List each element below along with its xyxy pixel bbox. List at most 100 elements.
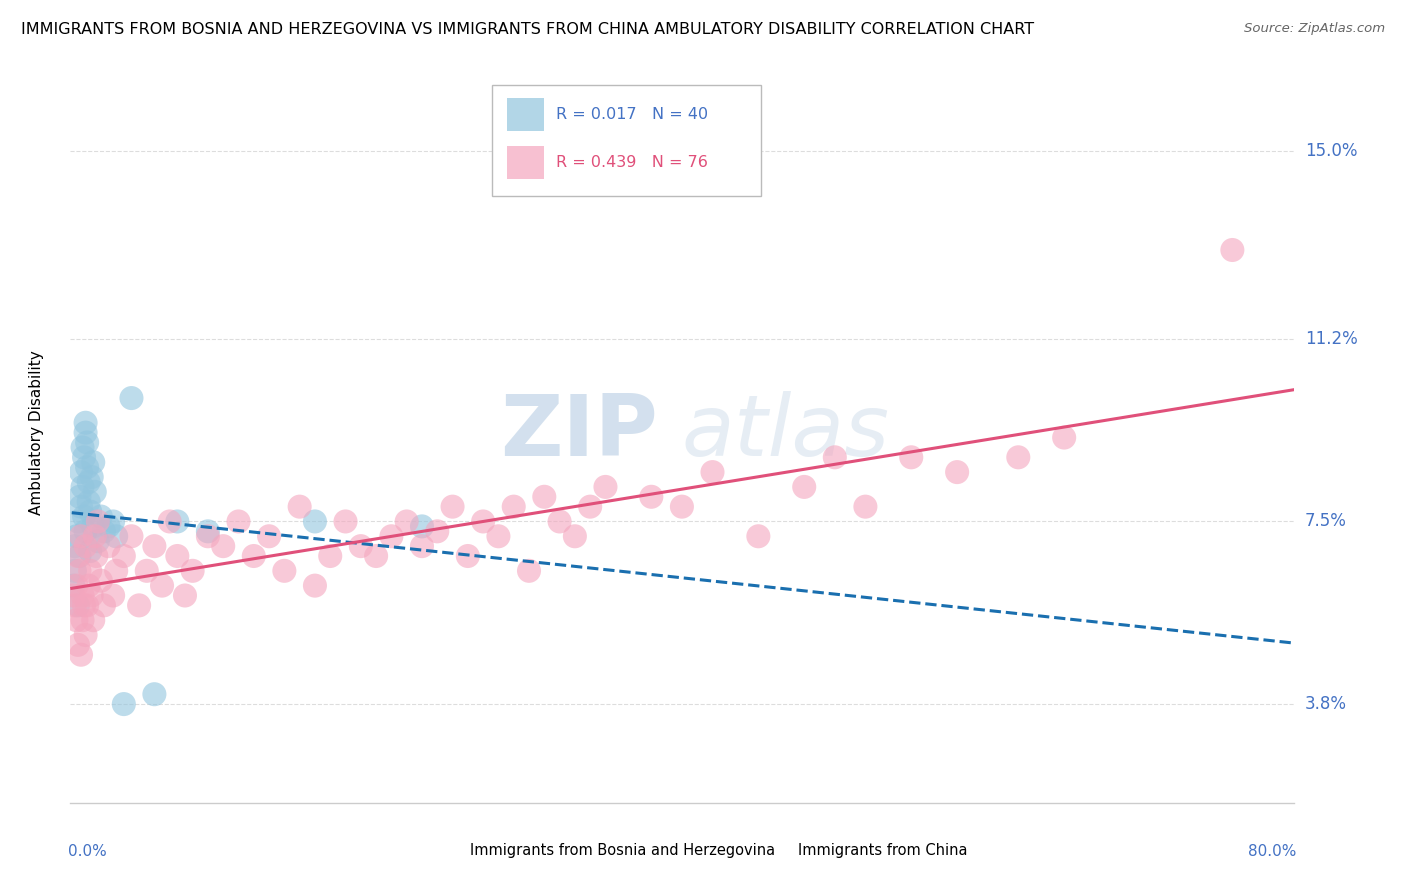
Point xyxy=(65,613,87,627)
Bar xyxy=(508,145,544,179)
Point xyxy=(70,648,93,662)
Point xyxy=(80,470,103,484)
Point xyxy=(70,500,93,514)
Point xyxy=(150,579,173,593)
Point xyxy=(1053,431,1076,445)
Point xyxy=(174,589,197,603)
Point xyxy=(335,515,357,529)
Point xyxy=(105,529,128,543)
Point xyxy=(243,549,266,563)
Point xyxy=(304,579,326,593)
Point xyxy=(63,539,86,553)
Point xyxy=(69,549,91,563)
Point xyxy=(90,509,112,524)
Point xyxy=(82,519,104,533)
Point xyxy=(76,460,98,475)
Point xyxy=(212,539,235,553)
Point xyxy=(1220,243,1243,257)
Point xyxy=(62,579,84,593)
Text: R = 0.017   N = 40: R = 0.017 N = 40 xyxy=(555,107,709,122)
Point xyxy=(1007,450,1029,465)
Point xyxy=(75,416,97,430)
Point xyxy=(564,529,586,543)
Point xyxy=(75,539,97,553)
Point xyxy=(181,564,204,578)
Text: 7.5%: 7.5% xyxy=(1305,513,1347,531)
Point xyxy=(640,490,662,504)
Point xyxy=(72,441,94,455)
Point xyxy=(69,490,91,504)
Text: 0.0%: 0.0% xyxy=(67,844,107,858)
Bar xyxy=(437,840,464,862)
Point xyxy=(671,500,693,514)
Point xyxy=(62,589,84,603)
Point xyxy=(79,544,101,558)
Point xyxy=(66,638,89,652)
Point xyxy=(824,450,846,465)
Point xyxy=(166,549,188,563)
Point xyxy=(426,524,449,539)
Point xyxy=(105,564,128,578)
Point xyxy=(93,599,115,613)
Text: 3.8%: 3.8% xyxy=(1305,695,1347,713)
Bar xyxy=(765,840,792,862)
Point xyxy=(533,490,555,504)
Point xyxy=(517,564,540,578)
Point xyxy=(72,480,94,494)
Point xyxy=(457,549,479,563)
Point xyxy=(319,549,342,563)
Point xyxy=(77,494,100,508)
Text: R = 0.439   N = 76: R = 0.439 N = 76 xyxy=(555,155,707,169)
Point xyxy=(747,529,769,543)
Point xyxy=(83,484,105,499)
Point xyxy=(72,613,94,627)
Point xyxy=(900,450,922,465)
Point xyxy=(488,529,510,543)
Point xyxy=(197,529,219,543)
Point xyxy=(112,549,135,563)
Point xyxy=(63,599,86,613)
Point xyxy=(76,599,98,613)
Point xyxy=(77,579,100,593)
Point xyxy=(79,564,101,578)
Text: Immigrants from China: Immigrants from China xyxy=(799,844,967,858)
Point xyxy=(76,435,98,450)
Point xyxy=(73,599,96,613)
Point xyxy=(257,529,280,543)
Point xyxy=(75,524,97,539)
Point xyxy=(143,687,166,701)
Point xyxy=(84,549,107,563)
Point xyxy=(66,549,89,563)
Point xyxy=(548,515,571,529)
Point xyxy=(65,529,87,543)
Point xyxy=(143,539,166,553)
Point xyxy=(135,564,157,578)
Point xyxy=(946,465,969,479)
Point xyxy=(855,500,877,514)
Point xyxy=(72,589,94,603)
Point xyxy=(579,500,602,514)
Point xyxy=(70,465,93,479)
Text: ZIP: ZIP xyxy=(499,391,658,475)
Point xyxy=(702,465,724,479)
Text: atlas: atlas xyxy=(682,391,890,475)
Point xyxy=(112,697,135,711)
Point xyxy=(101,515,124,529)
Point xyxy=(63,564,86,578)
Point xyxy=(65,579,87,593)
Point xyxy=(793,480,815,494)
Point xyxy=(87,515,110,529)
Point xyxy=(273,564,295,578)
Point xyxy=(395,515,418,529)
Point xyxy=(595,480,617,494)
Point xyxy=(69,564,91,578)
Point xyxy=(79,505,101,519)
Point xyxy=(228,515,250,529)
Point xyxy=(82,613,104,627)
Point xyxy=(97,519,120,533)
Point xyxy=(93,524,115,539)
Point xyxy=(366,549,388,563)
Point xyxy=(121,391,143,405)
Point xyxy=(166,515,188,529)
Point xyxy=(77,475,100,489)
